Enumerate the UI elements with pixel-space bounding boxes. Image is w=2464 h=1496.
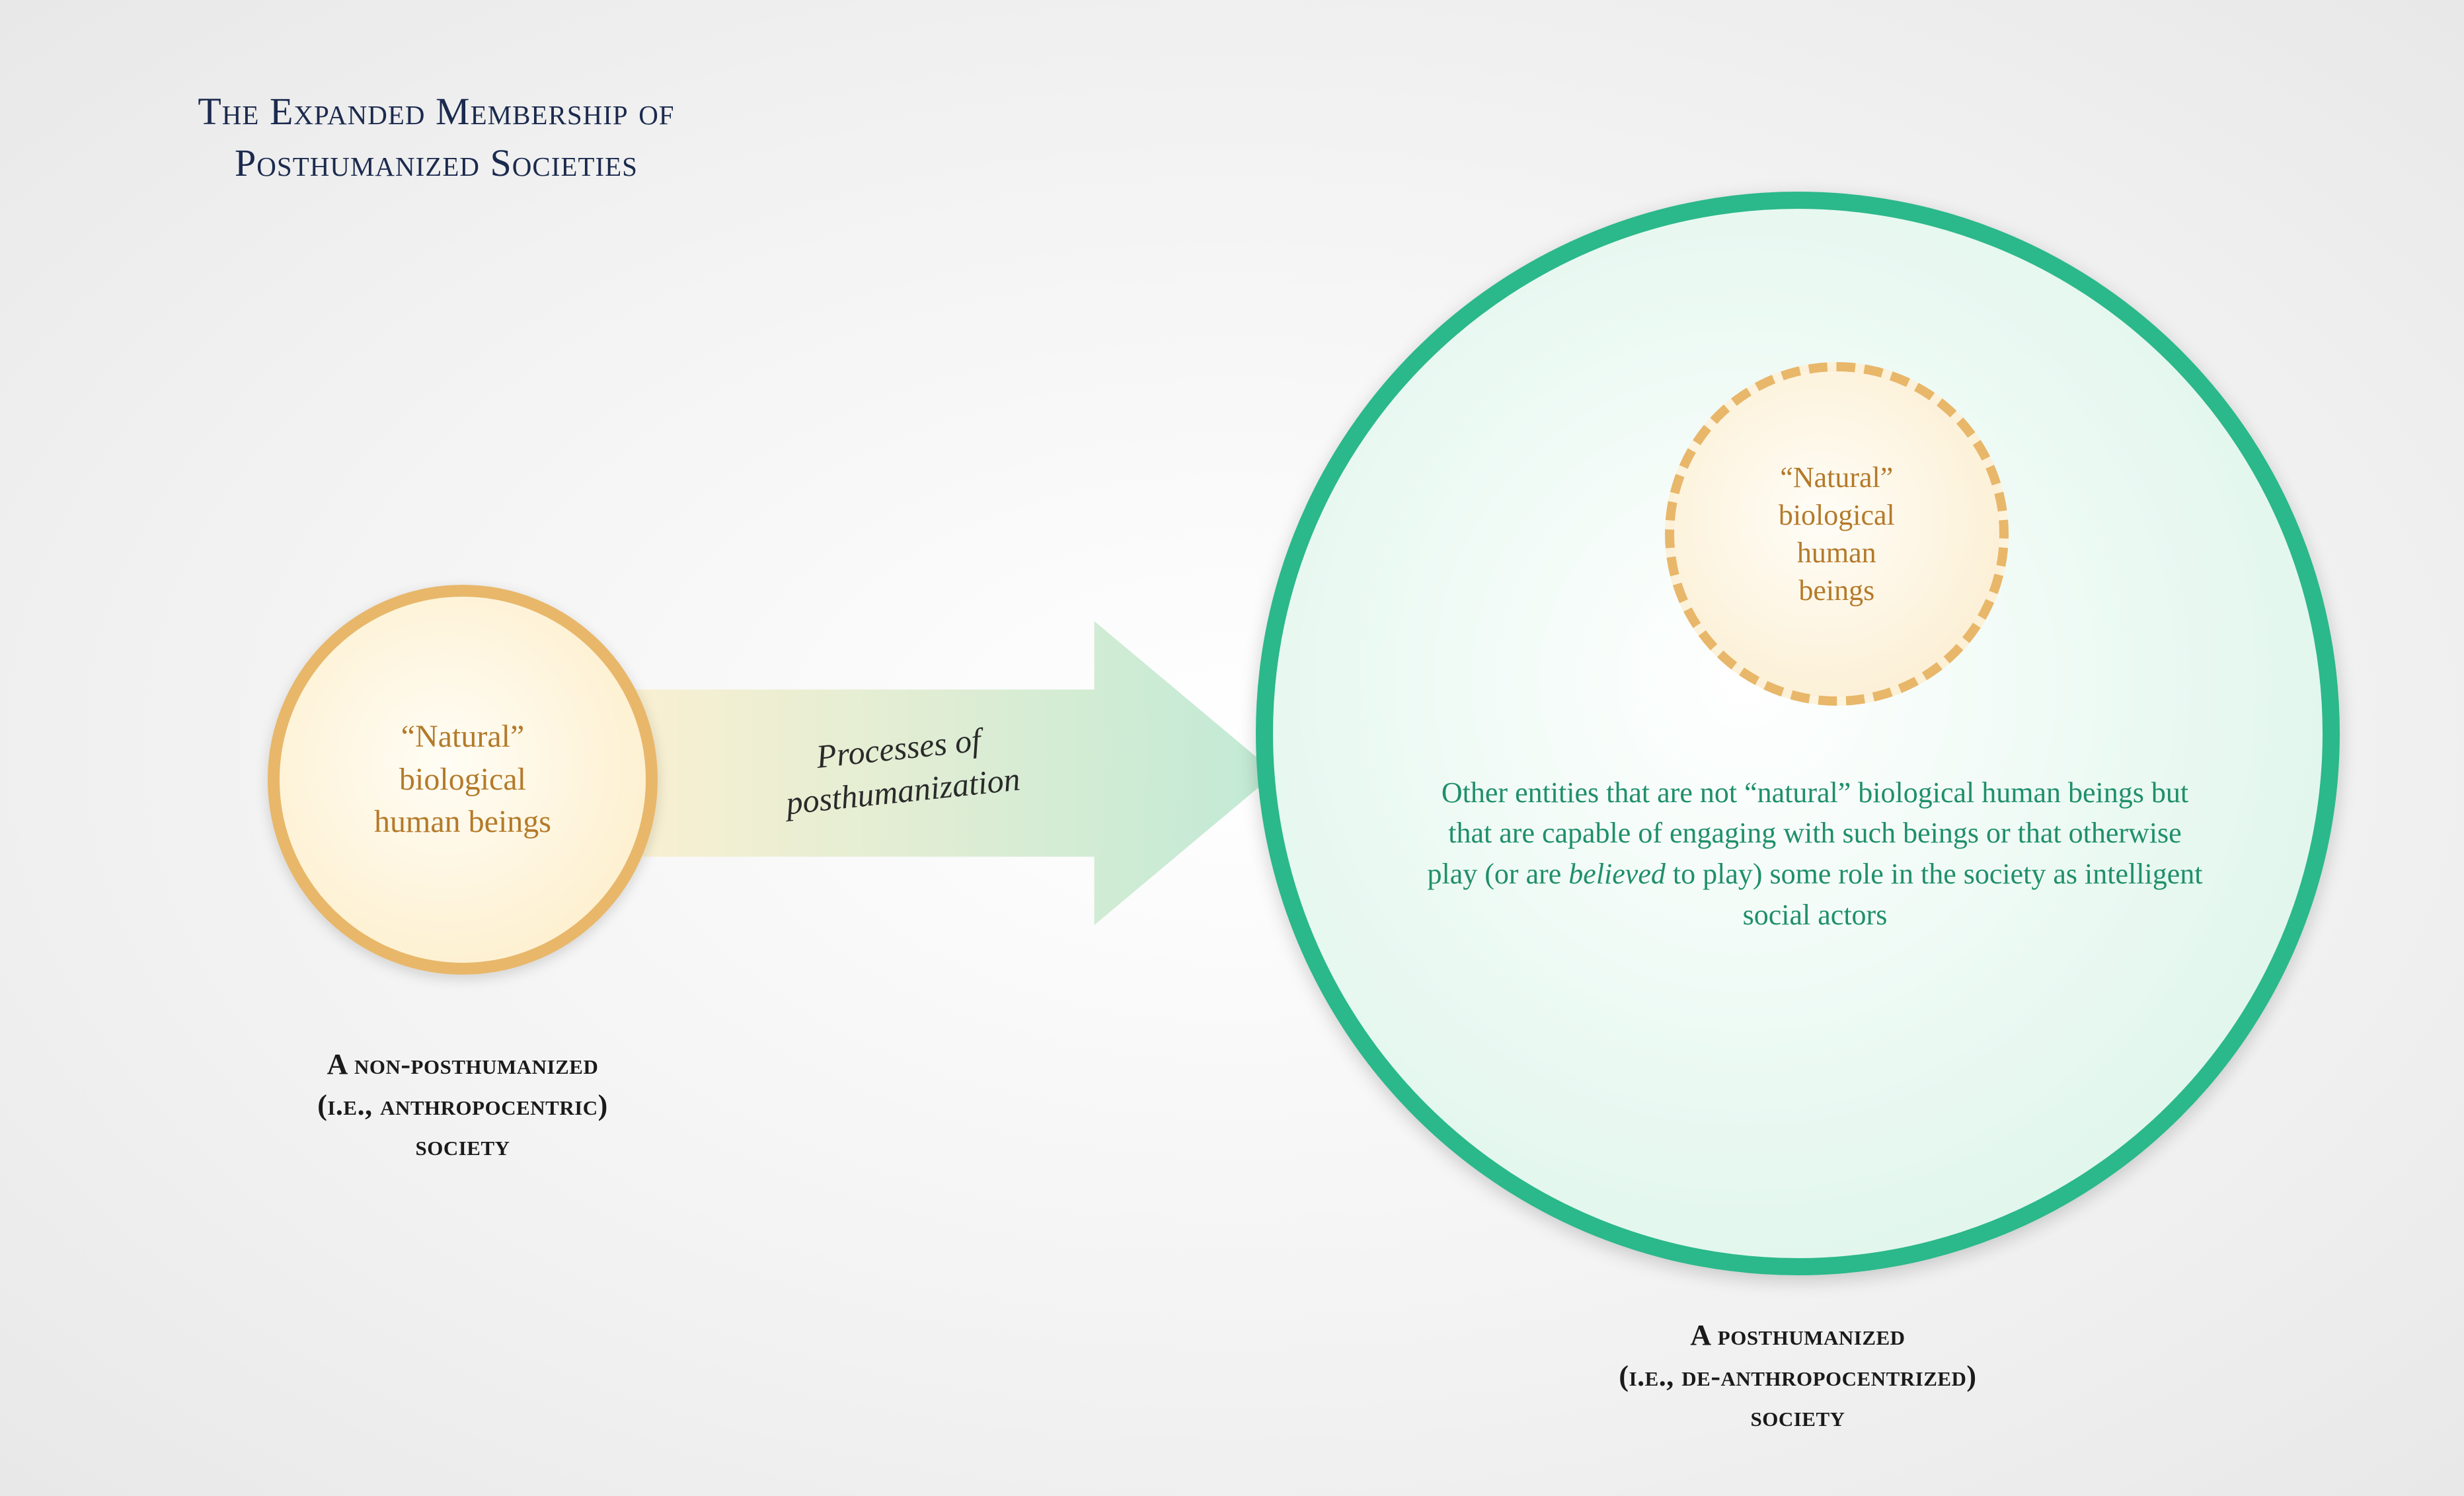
id-line4: beings [1798, 574, 1874, 607]
caption-right: A posthumanized (i.e., de-anthropocentri… [1520, 1315, 2075, 1437]
id-line3: human [1797, 537, 1876, 569]
lc-line2: biological [399, 762, 526, 797]
caption-left: A non-posthumanized (i.e., anthropocentr… [251, 1044, 674, 1166]
ot-post: to play) some role in the society as int… [1666, 858, 2203, 931]
cl-line2: (i.e., anthropocentric) [317, 1089, 608, 1121]
ot-italic: believed [1568, 858, 1666, 890]
process-arrow: Processes of posthumanization [628, 621, 1276, 925]
title-line2: Posthumanized Societies [235, 141, 638, 184]
cr-line3: society [1750, 1400, 1845, 1433]
inner-dashed-text: “Natural” biological human beings [1779, 459, 1895, 610]
lc-line3: human beings [374, 804, 551, 839]
diagram-title: The Expanded Membership of Posthumanized… [106, 86, 767, 190]
cr-line2: (i.e., de-anthropocentrized) [1619, 1360, 1976, 1392]
inner-natural-humans-circle: “Natural” biological human beings [1665, 362, 2009, 706]
other-entities-text: Other entities that are not “natural” bi… [1425, 772, 2205, 935]
cl-line1: A non-posthumanized [327, 1048, 599, 1080]
id-line2: biological [1779, 499, 1895, 531]
title-line1: The Expanded Membership of [198, 90, 674, 133]
cl-line3: society [415, 1129, 510, 1162]
diagram-canvas: The Expanded Membership of Posthumanized… [0, 0, 2464, 1496]
non-posthumanized-circle: “Natural” biological human beings [268, 585, 658, 975]
posthumanized-circle: “Natural” biological human beings Other … [1256, 192, 2340, 1275]
left-circle-text: “Natural” biological human beings [374, 716, 551, 844]
cr-line1: A posthumanized [1690, 1319, 1905, 1351]
lc-line1: “Natural” [401, 719, 525, 754]
id-line1: “Natural” [1780, 461, 1893, 494]
